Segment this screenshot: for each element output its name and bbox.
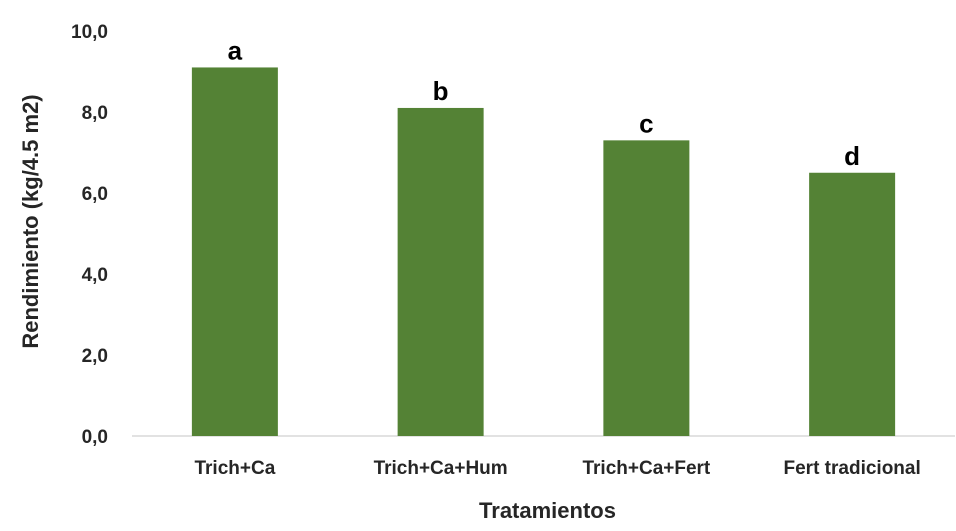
x-category-label: Trich+Ca xyxy=(194,458,275,479)
bar-data-label: d xyxy=(844,141,860,171)
bars xyxy=(191,67,896,436)
x-axis-categories: Trich+Ca Trich+Ca+Hum Trich+Ca+Fert Fert tr… xyxy=(194,458,920,479)
y-tick-label: 8,0 xyxy=(82,103,108,124)
bar xyxy=(809,172,896,436)
x-category-label: Fert tradicional xyxy=(784,458,921,479)
bar xyxy=(603,140,690,436)
bar xyxy=(191,67,278,436)
x-category-label: Trich+Ca+Hum xyxy=(374,458,508,479)
bar xyxy=(397,107,484,436)
bar-data-label: a xyxy=(228,35,243,65)
bar-data-label: c xyxy=(639,108,653,138)
bar-data-label: b xyxy=(433,76,449,106)
x-axis-title: Tratamientos xyxy=(479,498,616,523)
y-tick-label: 4,0 xyxy=(82,265,108,286)
y-tick-label: 0,0 xyxy=(82,427,108,448)
y-tick-label: 6,0 xyxy=(82,184,108,205)
y-tick-label: 2,0 xyxy=(82,346,108,367)
x-category-label: Trich+Ca+Fert xyxy=(582,458,710,479)
y-axis-ticks: 0,0 2,0 4,0 6,0 8,0 10,0 xyxy=(71,22,108,448)
y-tick-label: 10,0 xyxy=(71,22,108,43)
y-axis-title: Rendimiento (kg/4.5 m2) xyxy=(18,94,43,348)
bar-data-labels: a b c d xyxy=(228,35,860,170)
